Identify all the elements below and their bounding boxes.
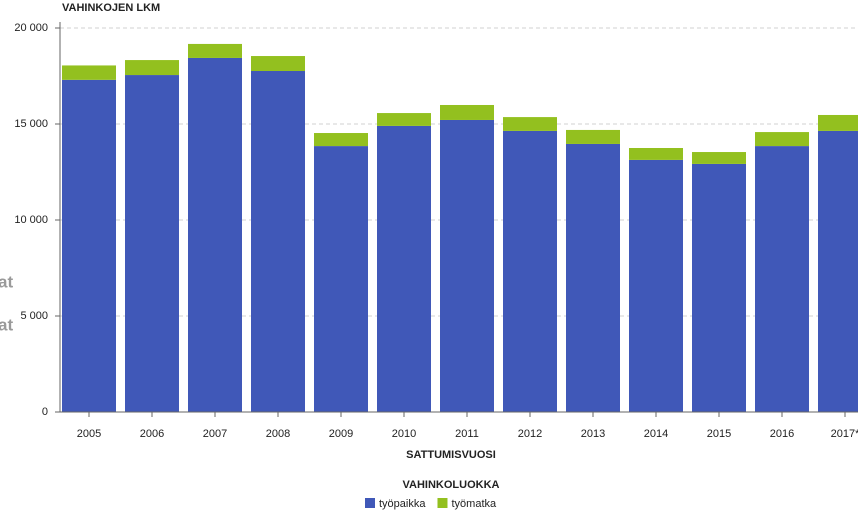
x-tick-label: 2010: [392, 428, 416, 440]
bar-segment: [566, 143, 620, 412]
y-tick-label: 5 000: [20, 310, 48, 322]
x-tick-label: 2015: [707, 428, 731, 440]
x-tick-label: 2009: [329, 428, 353, 440]
bar-segment: [377, 125, 431, 413]
x-tick-label: 2012: [518, 428, 542, 440]
bar-segment: [629, 148, 683, 160]
bar-segment: [62, 65, 116, 80]
legend-label: työmatka: [451, 498, 497, 510]
bar-segment: [503, 117, 557, 131]
overlay-text: at: [0, 315, 13, 334]
bar-segment: [62, 79, 116, 412]
bar-segment: [692, 152, 746, 164]
legend-swatch: [437, 498, 448, 508]
bar-segment: [566, 129, 620, 144]
bar-segment: [755, 132, 809, 147]
y-tick-label: 10 000: [14, 214, 48, 226]
x-axis-title: SATTUMISVUOSI: [406, 449, 496, 461]
bar-segment: [251, 71, 305, 413]
x-tick-label: 2014: [644, 428, 668, 440]
legend-swatch: [365, 498, 375, 508]
x-tick-label: 2006: [140, 428, 164, 440]
bar-segment: [188, 43, 242, 58]
bar-segment: [818, 114, 858, 131]
bar-segment: [125, 60, 179, 76]
y-tick-label: 20 000: [14, 22, 48, 34]
bar-segment: [440, 119, 494, 412]
bar-segment: [755, 146, 809, 412]
y-tick-label: 0: [42, 406, 48, 418]
bar-segment: [503, 130, 557, 413]
bar-segment: [629, 159, 683, 412]
legend-label: työpaikka: [379, 498, 426, 510]
legend-title: VAHINKOLUOKKA: [403, 479, 500, 491]
bar-segment: [440, 104, 494, 120]
overlay-text: at: [0, 272, 13, 291]
bar-segment: [377, 113, 431, 126]
y-tick-label: 15 000: [14, 118, 48, 130]
x-tick-label: 2013: [581, 428, 605, 440]
x-tick-label: 2017*: [831, 428, 858, 440]
bar-segment: [188, 57, 242, 413]
bar-segment: [692, 163, 746, 412]
bar-segment: [314, 146, 368, 412]
x-tick-label: 2008: [266, 428, 290, 440]
bar-segment: [818, 130, 858, 413]
x-tick-label: 2007: [203, 428, 227, 440]
y-axis-title: VAHINKOJEN LKM: [62, 2, 160, 14]
bar-segment: [125, 75, 179, 412]
x-tick-label: 2016: [770, 428, 794, 440]
x-tick-label: 2011: [455, 428, 479, 440]
x-tick-label: 2005: [77, 428, 101, 440]
bar-segment: [314, 133, 368, 147]
bar-segment: [251, 56, 305, 72]
